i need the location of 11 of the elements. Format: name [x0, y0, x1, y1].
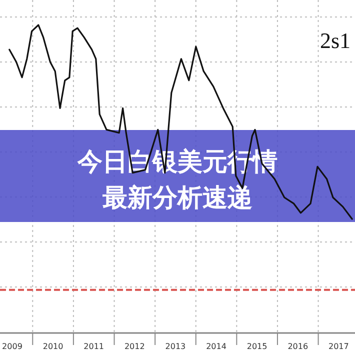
text: 最新分析速递	[102, 183, 252, 212]
x-tick-label: 2016	[288, 342, 308, 351]
x-tick-label: 2009	[2, 342, 22, 351]
x-tick-label: 2014	[206, 342, 226, 351]
x-tick-label: 2010	[42, 342, 64, 351]
x-tick-label: 2012	[124, 342, 145, 351]
annotation: 2s1	[320, 28, 351, 53]
x-tick-label: 2011	[84, 342, 104, 351]
x-tick-label: 2015	[246, 342, 268, 351]
x-tick-label: 2013	[165, 342, 186, 351]
x-tick-label: 2017	[328, 342, 349, 351]
